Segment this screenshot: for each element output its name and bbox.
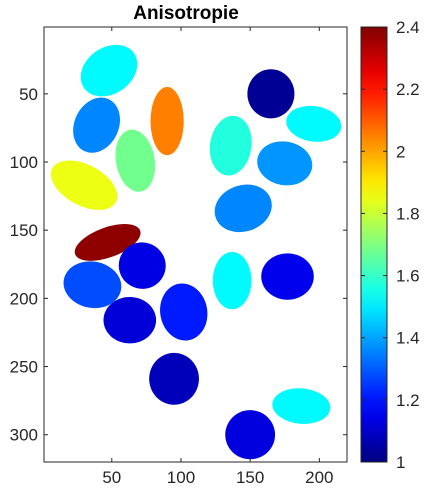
y-tick-label: 100 bbox=[10, 153, 38, 172]
colorbar-tick-label: 2.4 bbox=[396, 18, 420, 37]
chart-title: Anisotropie bbox=[133, 3, 239, 24]
cell bbox=[214, 184, 272, 233]
cell bbox=[225, 410, 276, 460]
colorbar-tick-label: 2 bbox=[396, 142, 405, 161]
cell bbox=[247, 69, 295, 119]
y-tick-label: 300 bbox=[10, 426, 38, 445]
cell bbox=[115, 129, 156, 192]
cell bbox=[257, 141, 313, 186]
cell bbox=[118, 242, 166, 289]
x-tick-label: 100 bbox=[167, 468, 195, 487]
cell bbox=[272, 388, 331, 424]
cell bbox=[150, 87, 184, 156]
colorbar-tick-label: 2.2 bbox=[396, 80, 420, 99]
colorbar bbox=[360, 26, 388, 463]
colorbar-axis: 1 1.2 1.4 1.6 1.8 2 2.2 2.4 bbox=[361, 18, 420, 472]
x-tick-label: 50 bbox=[102, 468, 121, 487]
cell bbox=[160, 283, 208, 341]
colorbar-tick-label: 1.6 bbox=[396, 267, 420, 286]
colorbar-tick-label: 1.2 bbox=[396, 391, 420, 410]
y-tick-label: 50 bbox=[19, 85, 38, 104]
colorbar-tick-label: 1.4 bbox=[396, 329, 420, 348]
x-tick-label: 200 bbox=[305, 468, 333, 487]
cell bbox=[149, 352, 199, 405]
cells-layer bbox=[50, 44, 342, 460]
axes: 50 100 150 200 50 100 150 200 250 300 bbox=[10, 27, 347, 487]
cell bbox=[74, 224, 141, 261]
y-tick-label: 200 bbox=[10, 289, 38, 308]
cell bbox=[50, 160, 118, 210]
cell bbox=[63, 261, 122, 309]
colorbar-tick-label: 1 bbox=[396, 453, 405, 472]
cell bbox=[261, 253, 314, 300]
cell bbox=[286, 105, 342, 142]
x-tick-label: 150 bbox=[236, 468, 264, 487]
y-tick-label: 250 bbox=[10, 358, 38, 377]
y-tick-label: 150 bbox=[10, 221, 38, 240]
cell bbox=[73, 97, 121, 153]
cell bbox=[212, 251, 252, 310]
colorbar-tick-label: 1.8 bbox=[396, 204, 420, 223]
cell bbox=[80, 44, 138, 97]
cell bbox=[103, 297, 157, 344]
cell bbox=[209, 115, 252, 176]
